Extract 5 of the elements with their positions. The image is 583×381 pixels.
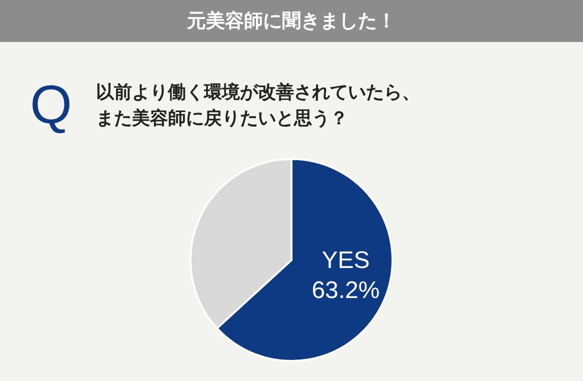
text: Q <box>30 75 72 135</box>
slice-label: YES <box>322 246 370 274</box>
chart-title: 元美容師に聞きました！ <box>0 0 583 42</box>
data-label: 63.2% <box>312 276 380 304</box>
chart-subtitle: 以前より働く環境が改善されていたら、また美容師に戻りたいと思う？ <box>96 81 421 131</box>
